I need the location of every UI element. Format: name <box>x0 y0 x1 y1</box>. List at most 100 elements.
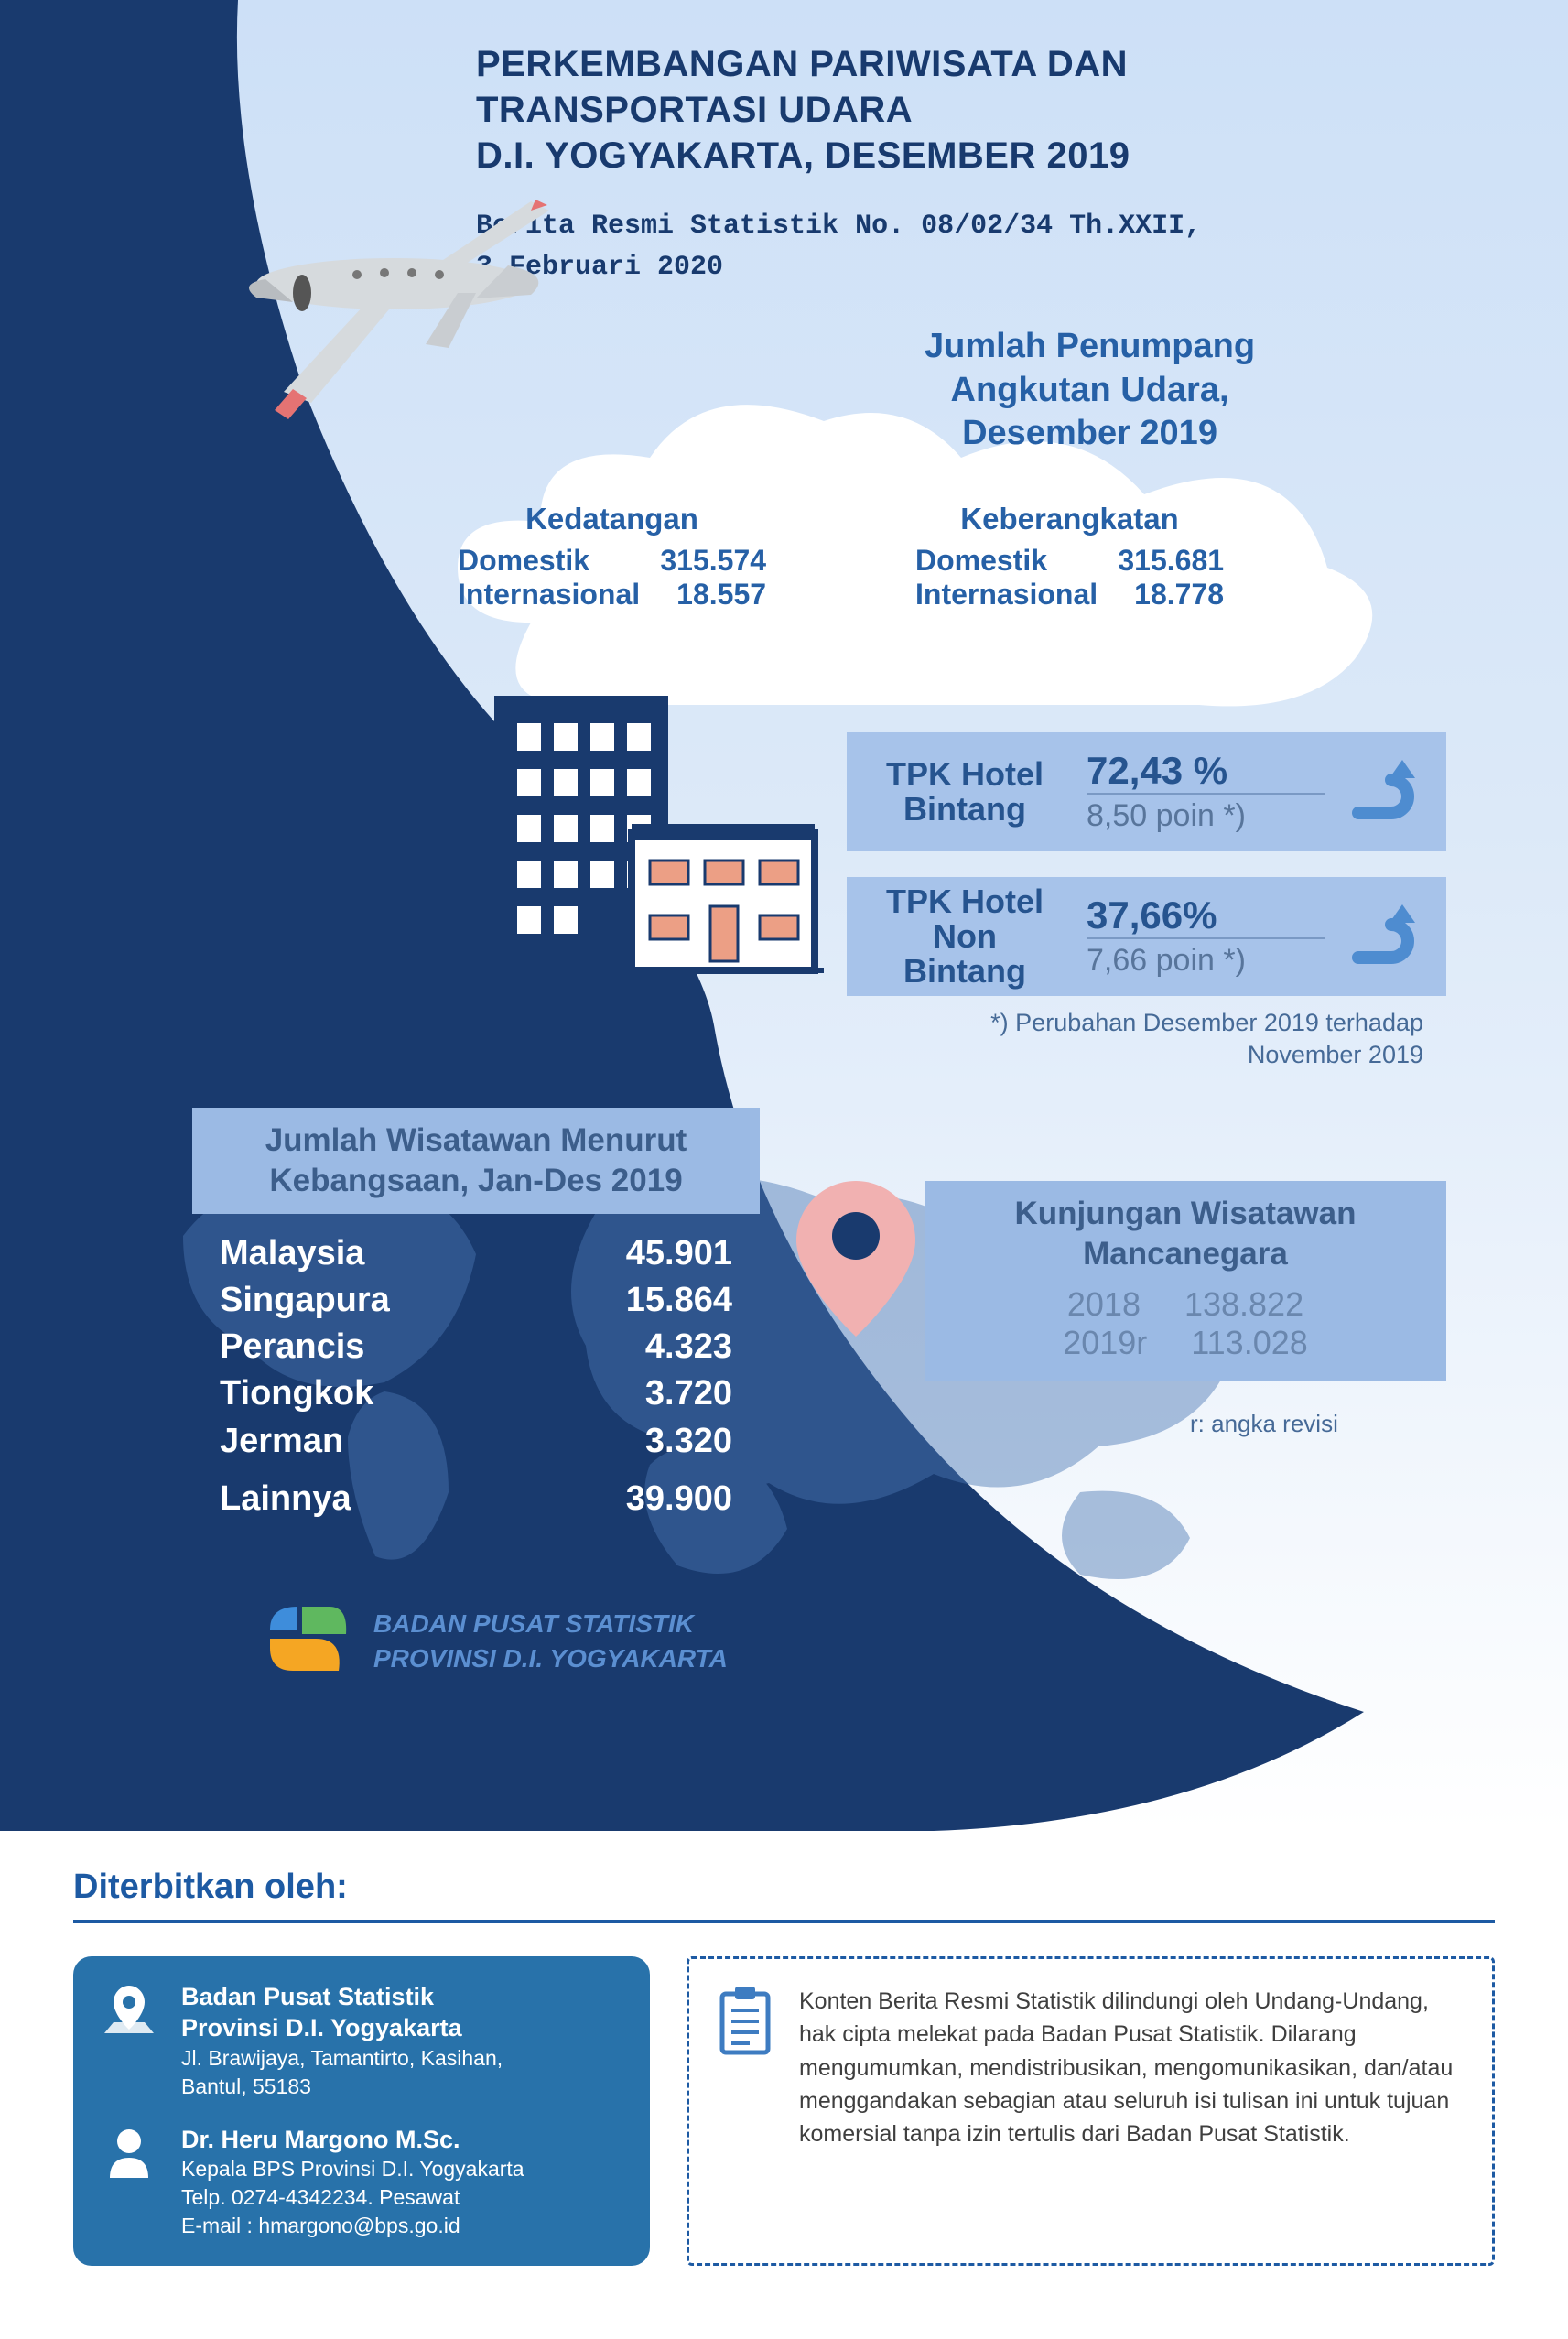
departures-heading: Keberangkatan <box>915 502 1224 536</box>
nationality-row: Tiongkok 3.720 <box>220 1370 732 1417</box>
map-pin-icon <box>101 1982 157 2039</box>
subtitle-line-1: Berita Resmi Statistik No. 08/02/34 Th.X… <box>476 206 1201 247</box>
footer-row: Badan Pusat Statistik Provinsi D.I. Yogy… <box>73 1956 1495 2266</box>
nat-country: Lainnya <box>220 1476 351 1522</box>
nat-country: Perancis <box>220 1324 364 1370</box>
publisher-person-text: Dr. Heru Margono M.Sc. Kepala BPS Provin… <box>181 2125 524 2241</box>
publisher-phone: Telp. 0274-4342234. Pesawat <box>181 2183 524 2212</box>
footer: Diterbitkan oleh: Badan Pusat Statistik … <box>0 1831 1568 2339</box>
arrivals-domestic-row: Domestik 315.574 <box>458 544 766 578</box>
airplane-icon <box>183 156 568 430</box>
publisher-org-1: Badan Pusat Statistik <box>181 1982 503 2013</box>
tpk-nonstar-label-1: TPK Hotel <box>869 884 1061 919</box>
tpk-nonstar-label-2: Non <box>869 919 1061 954</box>
departures-intl-value: 18.778 <box>1134 578 1224 612</box>
nat-country: Singapura <box>220 1277 390 1324</box>
arrivals-intl-row: Internasional 18.557 <box>458 578 766 612</box>
tpk-nonstar-panel: TPK Hotel Non Bintang 37,66% 7,66 poin *… <box>847 877 1446 996</box>
publisher-email: E-mail : hmargono@bps.go.id <box>181 2212 524 2240</box>
publisher-org-2: Provinsi D.I. Yogyakarta <box>181 2013 503 2044</box>
bps-logo-icon <box>265 1602 348 1680</box>
nationality-row: Lainnya 39.900 <box>220 1476 732 1522</box>
tpk-note-2: November 2019 <box>865 1039 1423 1071</box>
passenger-title: Jumlah Penumpang Angkutan Udara, Desembe… <box>925 325 1255 456</box>
nat-value: 4.323 <box>645 1324 732 1370</box>
departures-block: Keberangkatan Domestik 315.681 Internasi… <box>915 502 1224 612</box>
visitors-value: 138.822 <box>1184 1285 1303 1324</box>
publisher-person-title: Kepala BPS Provinsi D.I. Yogyakarta <box>181 2155 524 2183</box>
departures-domestic-label: Domestik <box>915 544 1047 578</box>
visitors-title-2: Mancanegara <box>946 1234 1424 1274</box>
bps-line-1: BADAN PUSAT STATISTIK <box>373 1607 728 1641</box>
visitors-year: 2018 <box>1067 1285 1141 1324</box>
trend-up-icon <box>1351 760 1424 824</box>
nationality-row: Singapura 15.864 <box>220 1277 732 1324</box>
page: PERKEMBANGAN PARIWISATA DAN TRANSPORTASI… <box>0 0 1568 2339</box>
bps-line-2: PROVINSI D.I. YOGYAKARTA <box>373 1641 728 1676</box>
footer-heading: Diterbitkan oleh: <box>73 1868 1495 1923</box>
arrivals-domestic-value: 315.574 <box>660 544 766 578</box>
nationality-row: Jerman 3.320 <box>220 1418 732 1465</box>
tpk-nonstar-label-3: Bintang <box>869 954 1061 989</box>
visitors-value: 113.028 <box>1191 1324 1307 1362</box>
foreign-visitors-note: r: angka revisi <box>1190 1410 1338 1438</box>
publisher-person: Dr. Heru Margono M.Sc. Kepala BPS Provin… <box>101 2125 622 2241</box>
title-line-2: TRANSPORTASI UDARA <box>476 87 1130 133</box>
departures-domestic-value: 315.681 <box>1118 544 1224 578</box>
publisher-person-name: Dr. Heru Margono M.Sc. <box>181 2125 524 2156</box>
arrivals-heading: Kedatangan <box>458 502 766 536</box>
nationality-panel: Jumlah Wisatawan Menurut Kebangsaan, Jan… <box>192 1108 760 1522</box>
tpk-note: *) Perubahan Desember 2019 terhadap Nove… <box>865 1007 1423 1071</box>
publisher-address-1: Jl. Brawijaya, Tamantirto, Kasihan, <box>181 2044 503 2073</box>
passenger-title-1: Jumlah Penumpang <box>925 325 1255 369</box>
nat-value: 45.901 <box>626 1230 732 1277</box>
passenger-title-2: Angkutan Udara, <box>925 369 1255 413</box>
clipboard-icon <box>717 1985 773 2056</box>
foreign-visitors-row: 2019r113.028 <box>946 1324 1424 1362</box>
tpk-nonstar-label: TPK Hotel Non Bintang <box>869 884 1061 988</box>
nationality-title-1: Jumlah Wisatawan Menurut <box>203 1121 749 1161</box>
nat-value: 39.900 <box>626 1476 732 1522</box>
departures-intl-label: Internasional <box>915 578 1098 612</box>
publisher-address-2: Bantul, 55183 <box>181 2073 503 2101</box>
tpk-nonstar-change: 7,66 poin *) <box>1087 937 1325 979</box>
nat-value: 3.320 <box>645 1418 732 1465</box>
nat-value: 15.864 <box>626 1277 732 1324</box>
bps-text: BADAN PUSAT STATISTIK PROVINSI D.I. YOGY… <box>373 1607 728 1676</box>
arrivals-block: Kedatangan Domestik 315.574 Internasiona… <box>458 502 766 612</box>
tpk-star-values: 72,43 % 8,50 poin *) <box>1087 750 1325 833</box>
tpk-nonstar-values: 37,66% 7,66 poin *) <box>1087 894 1325 978</box>
arrivals-domestic-label: Domestik <box>458 544 589 578</box>
disclaimer-text: Konten Berita Resmi Statistik dilindungi… <box>799 1985 1465 2237</box>
tpk-star-label: TPK Hotel Bintang <box>869 757 1061 827</box>
passenger-title-3: Desember 2019 <box>925 412 1255 456</box>
subtitle-line-2: 3 Februari 2020 <box>476 247 1201 288</box>
foreign-visitors-row: 2018 138.822 <box>946 1285 1424 1324</box>
title-line-1: PERKEMBANGAN PARIWISATA DAN <box>476 41 1130 87</box>
foreign-visitors-title: Kunjungan Wisatawan Mancanegara <box>946 1194 1424 1274</box>
nat-country: Malaysia <box>220 1230 364 1277</box>
nationality-table: Malaysia 45.901 Singapura 15.864 Perancis 4… <box>192 1230 760 1523</box>
infographic: PERKEMBANGAN PARIWISATA DAN TRANSPORTASI… <box>0 0 1568 1831</box>
departures-domestic-row: Domestik 315.681 <box>915 544 1224 578</box>
nat-country: Tiongkok <box>220 1370 373 1417</box>
title-line-3: D.I. YOGYAKARTA, DESEMBER 2019 <box>476 133 1130 179</box>
nationality-title: Jumlah Wisatawan Menurut Kebangsaan, Jan… <box>192 1108 760 1214</box>
arrivals-intl-value: 18.557 <box>676 578 766 612</box>
nationality-title-2: Kebangsaan, Jan-Des 2019 <box>203 1161 749 1201</box>
disclaimer-card: Konten Berita Resmi Statistik dilindungi… <box>687 1956 1495 2266</box>
nationality-row: Malaysia 45.901 <box>220 1230 732 1277</box>
tpk-note-1: *) Perubahan Desember 2019 terhadap <box>865 1007 1423 1039</box>
tpk-nonstar-value: 37,66% <box>1087 894 1325 937</box>
buildings-icon <box>458 677 824 989</box>
tpk-star-panel: TPK Hotel Bintang 72,43 % 8,50 poin *) <box>847 732 1446 851</box>
nat-country: Jerman <box>220 1418 343 1465</box>
visitors-title-1: Kunjungan Wisatawan <box>946 1194 1424 1234</box>
bps-block: BADAN PUSAT STATISTIK PROVINSI D.I. YOGY… <box>265 1602 728 1680</box>
nat-value: 3.720 <box>645 1370 732 1417</box>
arrivals-intl-label: Internasional <box>458 578 640 612</box>
foreign-visitors-panel: Kunjungan Wisatawan Mancanegara 2018 138.… <box>925 1181 1446 1381</box>
location-pin-icon <box>796 1181 915 1337</box>
page-title: PERKEMBANGAN PARIWISATA DAN TRANSPORTASI… <box>476 41 1130 179</box>
tpk-star-change: 8,50 poin *) <box>1087 793 1325 834</box>
